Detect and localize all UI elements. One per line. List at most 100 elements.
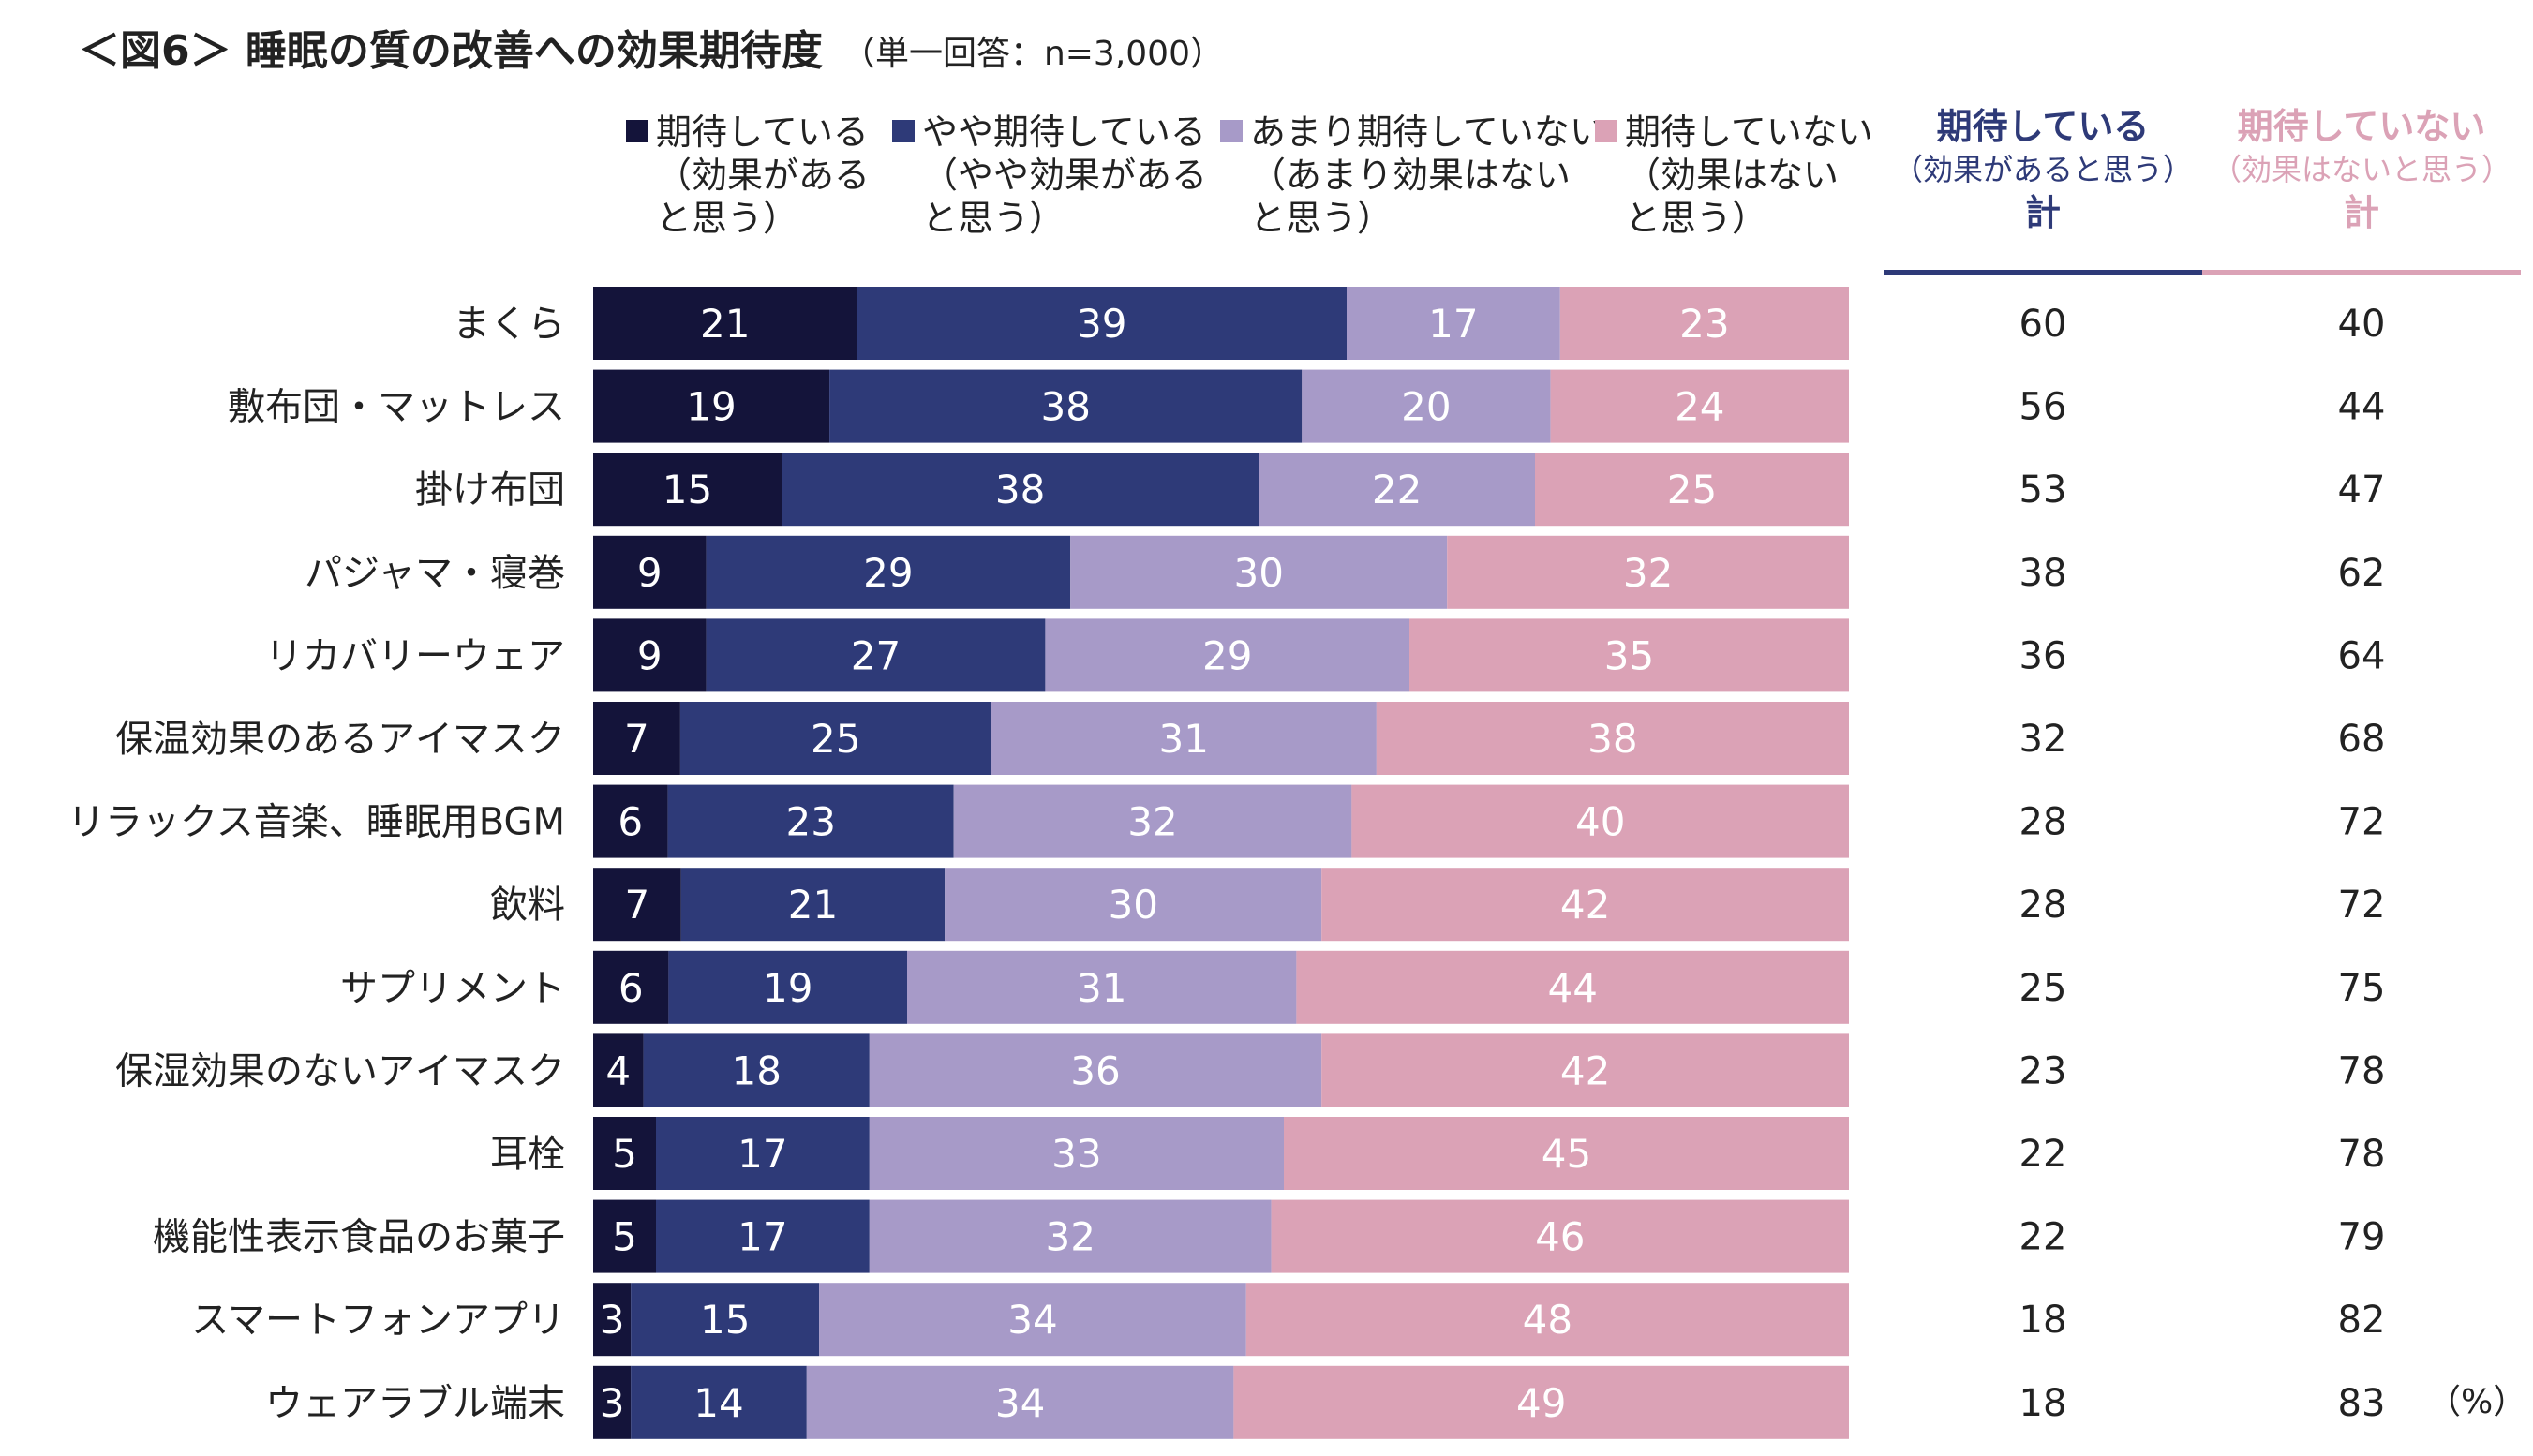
legend-sub2-somewhat-expect: と思う） <box>922 198 1065 239</box>
data-label: 35 <box>1604 632 1654 678</box>
bar-segment <box>1233 1365 1849 1439</box>
bar-segment <box>1347 287 1560 360</box>
bar-segment <box>679 702 991 775</box>
data-label: 49 <box>1516 1380 1566 1426</box>
total-value: 72 <box>2338 801 2386 844</box>
bar-segment <box>1559 287 1849 360</box>
data-label: 7 <box>625 882 650 928</box>
bar-segment <box>1447 535 1849 609</box>
category-label: サプリメント <box>340 967 565 1010</box>
data-label: 32 <box>1045 1214 1095 1260</box>
legend-sub1-not-really-expect: （あまり効果はない <box>1250 155 1572 196</box>
bar-segment <box>1302 369 1551 443</box>
data-label: 22 <box>1372 467 1422 513</box>
data-label: 24 <box>1675 384 1724 430</box>
data-label: 34 <box>1007 1297 1057 1343</box>
total-value: 75 <box>2338 967 2386 1010</box>
data-label: 5 <box>612 1214 637 1260</box>
category-label: パジャマ・寝巻 <box>305 552 565 595</box>
data-label: 15 <box>700 1297 750 1343</box>
bar-segment <box>656 1117 870 1190</box>
totals-header-expect-foot: 計 <box>2024 192 2061 233</box>
total-value: 38 <box>2019 552 2067 595</box>
data-label: 7 <box>624 716 649 762</box>
bar-segment <box>593 1199 656 1273</box>
chart-subtitle: （単一回答：n=3,000） <box>841 35 1224 73</box>
data-label: 40 <box>1575 799 1625 845</box>
data-label: 3 <box>600 1297 625 1343</box>
category-label: まくら <box>453 303 565 346</box>
totals-header-not-expect: 期待していない （効果はないと思う） 計 <box>2202 105 2521 234</box>
data-label: 17 <box>1428 301 1478 347</box>
bar-segment <box>593 535 707 609</box>
data-label: 23 <box>1679 301 1729 347</box>
category-label: 機能性表示食品のお菓子 <box>153 1216 565 1259</box>
bar-segment <box>1284 1117 1849 1190</box>
bar-segment <box>991 702 1377 775</box>
bar-segment <box>1321 868 1849 942</box>
data-label: 45 <box>1542 1131 1591 1177</box>
data-label: 14 <box>693 1380 743 1426</box>
total-value: 78 <box>2338 1049 2386 1092</box>
totals-header-expect-title: 期待している <box>1936 106 2150 147</box>
category-label: 敷布団・マットレス <box>228 386 565 429</box>
legend-sub1-not-expect: （効果はない <box>1625 155 1840 196</box>
total-value: 68 <box>2338 718 2386 761</box>
bar-segment <box>1409 618 1849 692</box>
data-label: 38 <box>1040 384 1090 430</box>
bar-segment <box>593 618 707 692</box>
unit-label: （%） <box>2427 1383 2527 1421</box>
bar-segment <box>593 369 830 443</box>
legend-sub1-somewhat-expect: （やや効果がある <box>922 155 1208 196</box>
bar-segment <box>1550 369 1849 443</box>
data-label: 4 <box>605 1047 631 1093</box>
legend-swatch-not-expect <box>1595 120 1617 142</box>
category-label: リラックス音楽、睡眠用BGM <box>67 801 565 844</box>
data-label: 21 <box>700 301 750 347</box>
totals-header-not-expect-foot: 計 <box>2343 192 2379 233</box>
bar-segment <box>869 1033 1322 1107</box>
legend-sub2-not-really-expect: と思う） <box>1250 198 1393 239</box>
data-label: 21 <box>788 882 838 928</box>
data-label: 15 <box>663 467 712 513</box>
bar-segment <box>593 453 782 527</box>
legend-swatch-somewhat-expect <box>892 120 915 142</box>
data-label: 19 <box>763 965 812 1011</box>
data-label: 44 <box>1547 965 1597 1011</box>
category-label: 掛け布団 <box>415 468 565 512</box>
bar-segment <box>593 950 669 1024</box>
bar-segment <box>953 784 1352 858</box>
data-label: 48 <box>1523 1297 1572 1343</box>
bar-segment <box>806 1365 1234 1439</box>
bar-segment <box>1070 535 1448 609</box>
bar-segment <box>869 1117 1284 1190</box>
bar-segment <box>1296 950 1849 1024</box>
category-label: リカバリーウェア <box>265 634 565 677</box>
bar-segment <box>857 287 1347 360</box>
bar-segment <box>593 702 680 775</box>
total-value: 64 <box>2338 634 2386 677</box>
total-value: 62 <box>2338 552 2386 595</box>
total-value: 60 <box>2019 303 2067 346</box>
legend-item-somewhat-expect: やや期待している （やや効果がある と思う） <box>892 111 1207 240</box>
data-label: 25 <box>811 716 860 762</box>
bar-segment <box>706 618 1046 692</box>
data-label: 3 <box>600 1380 625 1426</box>
bar-segment <box>593 1283 632 1357</box>
total-value: 40 <box>2338 303 2386 346</box>
data-label: 20 <box>1401 384 1451 430</box>
data-label: 38 <box>995 467 1045 513</box>
bar-segment <box>782 453 1259 527</box>
data-label: 29 <box>1202 632 1252 678</box>
data-label: 36 <box>1070 1047 1120 1093</box>
total-value: 47 <box>2338 468 2386 512</box>
bar-segment <box>819 1283 1246 1357</box>
data-label: 31 <box>1158 716 1208 762</box>
data-label: 31 <box>1077 965 1126 1011</box>
data-label: 33 <box>1051 1131 1101 1177</box>
total-value: 72 <box>2338 884 2386 927</box>
bar-segment <box>656 1199 870 1273</box>
data-label: 42 <box>1560 1047 1610 1093</box>
bar-segment <box>907 950 1297 1024</box>
category-label: 飲料 <box>490 884 565 927</box>
